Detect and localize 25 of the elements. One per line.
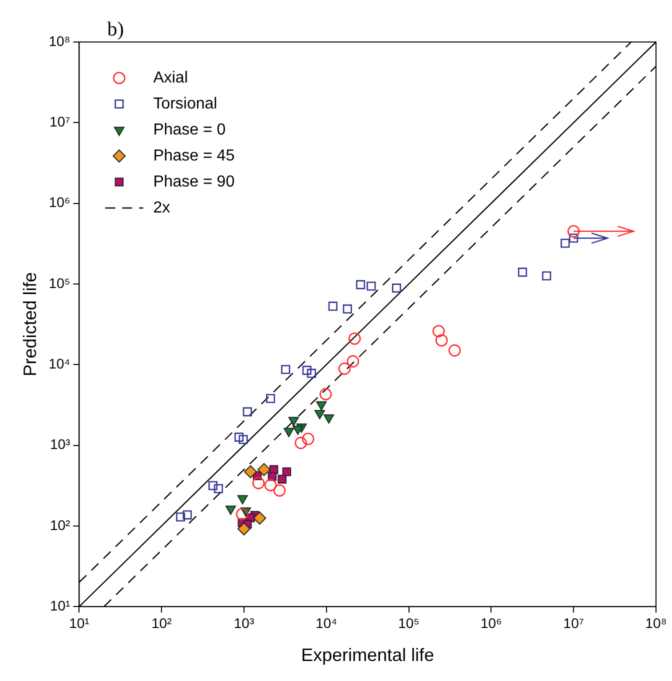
legend-label: Phase = 45	[153, 147, 235, 164]
x-tick-label: 10⁸	[645, 614, 667, 631]
x-axis-title: Experimental life	[301, 645, 434, 666]
y-tick-label: 10⁸	[48, 32, 70, 49]
x-tick-label: 10³	[234, 614, 254, 631]
x-tick-label: 10⁶	[480, 614, 502, 631]
legend-label: Phase = 0	[153, 121, 226, 138]
x-tick-label: 10⁷	[563, 614, 584, 631]
legend-label: Torsional	[153, 95, 218, 112]
x-tick-label: 10⁴	[316, 614, 338, 631]
chart-title: b)	[107, 18, 124, 40]
y-tick-label: 10⁴	[48, 355, 70, 372]
y-tick-label: 10⁶	[48, 194, 70, 210]
y-tick-label: 10⁵	[48, 274, 70, 291]
legend-label: Axial	[153, 69, 188, 86]
y-tick-label: 10¹	[50, 597, 71, 614]
y-tick-label: 10²	[50, 516, 71, 533]
legend-label: Phase = 90	[153, 173, 235, 190]
legend-label: 2x	[153, 199, 170, 216]
y-axis-title: Predicted life	[20, 272, 40, 376]
y-tick-label: 10³	[50, 436, 71, 452]
x-tick-label: 10²	[151, 614, 172, 631]
x-tick-label: 10⁵	[398, 614, 420, 631]
y-tick-label: 10⁷	[50, 114, 70, 130]
x-tick-label: 10¹	[69, 614, 90, 631]
